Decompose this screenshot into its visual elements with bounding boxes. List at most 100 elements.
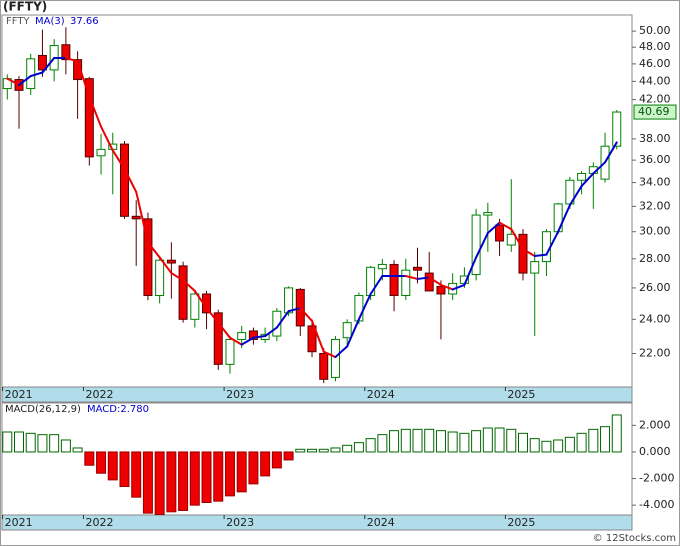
candle-body bbox=[155, 259, 165, 297]
ma-segment bbox=[182, 279, 196, 292]
y-tick-label: 28.00 bbox=[639, 252, 671, 265]
candle-body bbox=[84, 78, 94, 158]
y-tick-label: 38.00 bbox=[639, 132, 671, 145]
macd-bar bbox=[213, 451, 224, 502]
macd-bar bbox=[224, 451, 235, 497]
y-tick-label: 46.00 bbox=[639, 57, 671, 70]
ma-segment bbox=[287, 307, 302, 313]
macd-bar bbox=[459, 432, 470, 453]
macd-bar bbox=[260, 451, 271, 477]
y-tick-label: 34.00 bbox=[639, 176, 671, 189]
candle-body bbox=[166, 259, 176, 264]
ma-segment bbox=[6, 77, 20, 86]
x-tick-label: 2022 bbox=[85, 516, 113, 529]
macd-bar bbox=[435, 430, 446, 453]
macd-bar bbox=[330, 447, 341, 453]
ma-segment bbox=[252, 335, 267, 339]
candle-body bbox=[612, 111, 622, 147]
candle-body bbox=[73, 59, 83, 81]
date-band bbox=[1, 514, 633, 531]
ma-segment bbox=[170, 272, 185, 282]
y-tick-label: 36.00 bbox=[639, 153, 671, 166]
candle-body bbox=[483, 212, 493, 216]
candle-body bbox=[471, 214, 481, 276]
last-price-box bbox=[633, 104, 677, 120]
ma-segment bbox=[428, 276, 442, 286]
ma-segment bbox=[264, 326, 278, 338]
ma-segment bbox=[322, 350, 337, 359]
macd-bar bbox=[307, 448, 318, 453]
macd-bar bbox=[447, 431, 458, 453]
ma-segment bbox=[217, 321, 231, 339]
macd-bar bbox=[96, 451, 107, 474]
y-tick-label: -2.000 bbox=[639, 472, 674, 485]
candle-body bbox=[225, 338, 235, 365]
ma-segment bbox=[41, 56, 56, 74]
ma-segment bbox=[592, 161, 607, 175]
macd-bar bbox=[564, 436, 575, 453]
candle-body bbox=[119, 143, 129, 217]
ma-segment bbox=[311, 319, 325, 353]
candle-body bbox=[248, 330, 258, 340]
candle-body bbox=[96, 148, 106, 157]
macd-bar bbox=[588, 428, 599, 453]
macd-bar bbox=[142, 451, 153, 514]
candle-body bbox=[401, 269, 411, 297]
y-tick-label: 22.00 bbox=[639, 346, 671, 359]
macd-panel bbox=[1, 402, 633, 516]
macd-bar bbox=[424, 428, 435, 453]
candle-body bbox=[307, 325, 317, 353]
macd-bar bbox=[611, 414, 622, 453]
macd-bar bbox=[84, 451, 95, 466]
macd-bar bbox=[178, 451, 189, 511]
date-band bbox=[1, 386, 633, 403]
legend-ma: MA(3) bbox=[35, 16, 65, 27]
macd-bar bbox=[189, 451, 200, 506]
macd-bar bbox=[600, 426, 611, 453]
candle-body bbox=[495, 224, 505, 242]
ma-segment bbox=[545, 230, 560, 256]
macd-bar bbox=[365, 438, 376, 453]
ma-segment bbox=[404, 274, 419, 280]
macd-bar bbox=[201, 451, 212, 503]
macd-bar bbox=[482, 427, 493, 453]
ma-segment bbox=[76, 60, 91, 98]
candle-body bbox=[436, 285, 446, 295]
legend-ma-value: 37.66 bbox=[70, 16, 99, 27]
macd-bar bbox=[25, 432, 36, 453]
y-tick-label: 48.00 bbox=[639, 40, 671, 53]
candle-body bbox=[178, 265, 188, 320]
ma-segment bbox=[451, 283, 466, 291]
macd-bar bbox=[283, 451, 294, 461]
ma-segment bbox=[346, 318, 360, 348]
candle-body bbox=[190, 293, 200, 320]
y-tick-label: 42.00 bbox=[639, 93, 671, 106]
x-tick-label: 2025 bbox=[507, 388, 535, 401]
x-tick-label: 2021 bbox=[5, 516, 33, 529]
macd-bar bbox=[318, 448, 329, 453]
macd-bar bbox=[154, 451, 165, 515]
x-tick-label: 2023 bbox=[226, 388, 254, 401]
ma-segment bbox=[369, 274, 384, 295]
macd-bar bbox=[471, 430, 482, 453]
macd-bar bbox=[576, 432, 587, 453]
ma-segment bbox=[334, 345, 349, 359]
y-tick-label: 26.00 bbox=[639, 281, 671, 294]
candle-body bbox=[577, 172, 587, 181]
ma-segment bbox=[475, 232, 489, 259]
x-tick-label: 2025 bbox=[507, 516, 535, 529]
price-panel bbox=[1, 14, 633, 388]
ma-segment bbox=[205, 307, 220, 324]
ma-segment bbox=[100, 125, 114, 152]
ma-segment bbox=[357, 292, 372, 321]
ma-segment bbox=[146, 241, 161, 259]
x-tick-label: 2021 bbox=[5, 388, 33, 401]
ma-segment bbox=[463, 256, 478, 286]
candle-body bbox=[389, 263, 399, 297]
last-price-label: 40.69 bbox=[638, 105, 670, 118]
ma-segment bbox=[64, 56, 79, 63]
watermark: © 12Stocks.com bbox=[593, 533, 676, 544]
ma-segment bbox=[439, 283, 454, 291]
y-tick-label: -4.000 bbox=[639, 498, 674, 511]
ma-segment bbox=[486, 221, 501, 235]
